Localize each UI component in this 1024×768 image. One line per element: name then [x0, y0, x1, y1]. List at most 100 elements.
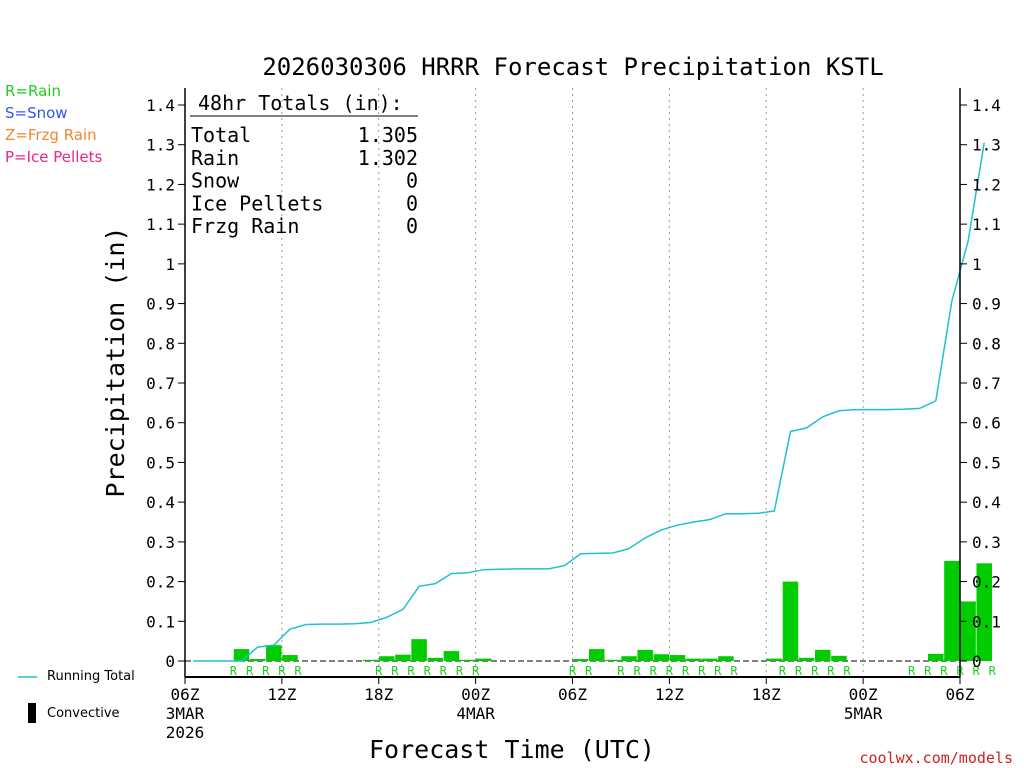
running-total-line — [193, 142, 985, 662]
precip-bar-37 — [782, 581, 799, 661]
y-tick-label-right-9: 0.9 — [972, 295, 1001, 314]
axes-group: 0 00.1 0.10.2 0.20.3 0.30.4 0.40.5 0.50.6 0.60.… — [146, 88, 1001, 742]
precip-bar-14 — [411, 639, 427, 661]
precip-type-49: R — [972, 664, 980, 678]
totals-label-2: Snow — [191, 169, 240, 193]
x-tick-label-3-1: 4MAR — [456, 704, 495, 723]
precip-type-13: R — [391, 664, 399, 678]
precip-bar-11 — [362, 659, 379, 661]
precip-bar-28 — [637, 649, 653, 661]
x-axis-label: Forecast Time (UTC) — [369, 735, 655, 764]
precip-bar-6 — [282, 655, 298, 661]
y-tick-label-left-9: 0.9 — [146, 295, 175, 314]
y-tick-label-right-13: 1.3 — [972, 136, 1001, 155]
y-tick-label-left-14: 1.4 — [146, 96, 175, 115]
precip-bar-5 — [266, 645, 282, 661]
precip-type-50: R — [989, 664, 997, 678]
precip-bar-18 — [475, 658, 492, 661]
legend-ice-pellets: P=Ice Pellets — [5, 148, 103, 166]
x-tick-label-3-0: 00Z — [461, 685, 490, 704]
x-tick-label-6-0: 18Z — [752, 685, 781, 704]
precip-type-18: R — [472, 664, 480, 678]
precip-bar-33 — [718, 656, 734, 661]
precip-bar-13 — [395, 654, 411, 661]
precip-type-34: R — [730, 664, 738, 678]
y-tick-label-right-8: 0.8 — [972, 334, 1001, 353]
precip-type-17: R — [456, 664, 464, 678]
totals-value-0: 1.305 — [358, 123, 418, 147]
convective-legend-label: Convective — [47, 706, 120, 721]
x-tick-label-1-0: 12Z — [267, 685, 296, 704]
precip-bar-31 — [685, 658, 702, 661]
precip-bar-24 — [572, 659, 589, 661]
precip-type-31: R — [682, 664, 690, 678]
y-tick-label-right-2: 0.2 — [972, 573, 1001, 592]
x-tick-label-7-1: 5MAR — [844, 704, 883, 723]
y-tick-label-left-7: 0.7 — [146, 374, 175, 393]
precip-bar-39 — [815, 649, 831, 661]
y-tick-label-right-10: 1 — [972, 255, 982, 274]
precip-type-24: R — [569, 664, 577, 678]
precip-bar-3 — [233, 649, 250, 661]
precip-bar-17 — [459, 659, 476, 661]
precip-type-27: R — [617, 664, 625, 678]
precip-bar-36 — [766, 658, 783, 661]
x-tick-label-5-0: 12Z — [655, 685, 684, 704]
precip-bar-47 — [944, 560, 960, 661]
x-tick-label-8-0: 06Z — [946, 685, 975, 704]
precip-bar-38 — [798, 657, 815, 661]
running-total-legend-label: Running Total — [47, 669, 135, 684]
totals-label-1: Rain — [191, 146, 239, 170]
precip-bar-4 — [249, 659, 266, 661]
precip-type-labels: RRRRRRRRRRRRRRRRRRRRRRRRRRRRRRRRR — [230, 664, 997, 678]
y-tick-label-left-5: 0.5 — [146, 453, 175, 472]
precip-bar-15 — [427, 657, 444, 661]
y-tick-label-right-4: 0.4 — [972, 493, 1001, 512]
totals-label-3: Ice Pellets — [191, 191, 323, 215]
precip-type-30: R — [666, 664, 674, 678]
precip-type-3: R — [230, 664, 238, 678]
totals-value-1: 1.302 — [358, 146, 418, 170]
chart-title: 2026030306 HRRR Forecast Precipitation K… — [262, 53, 883, 81]
y-tick-label-left-2: 0.2 — [146, 573, 175, 592]
convective-legend-swatch — [28, 703, 36, 723]
y-tick-label-left-11: 1.1 — [146, 215, 175, 234]
totals-box: 48hr Totals (in): Total 1.305 Rain 1.302 Snow… — [190, 91, 418, 238]
precip-type-legend: R=Rain S=Snow Z=Frzg Rain P=Ice Pellets — [5, 80, 102, 168]
y-tick-label-left-13: 1.3 — [146, 136, 175, 155]
totals-header: 48hr Totals (in): — [198, 91, 403, 115]
y-tick-label-right-3: 0.3 — [972, 533, 1001, 552]
precip-bar-29 — [653, 654, 670, 661]
precip-bar-40 — [831, 655, 847, 661]
precip-type-33: R — [714, 664, 722, 678]
precip-type-5: R — [262, 664, 270, 678]
y-tick-label-right-14: 1.4 — [972, 96, 1001, 115]
precip-type-7: R — [294, 664, 302, 678]
x-tick-label-0-2: 2026 — [166, 723, 205, 742]
running-total-group — [193, 142, 985, 662]
precip-bar-30 — [669, 655, 686, 661]
y-tick-label-right-6: 0.6 — [972, 414, 1001, 433]
y-tick-label-right-1: 0.1 — [972, 612, 1001, 631]
precip-bar-27 — [621, 656, 637, 661]
legend-snow: S=Snow — [5, 104, 68, 122]
precip-type-47: R — [940, 664, 948, 678]
precip-bar-48 — [960, 601, 976, 661]
precip-type-4: R — [246, 664, 254, 678]
precip-bar-46 — [928, 653, 944, 661]
precip-bar-25 — [588, 649, 605, 661]
precip-bar-49 — [976, 563, 992, 661]
y-tick-label-left-4: 0.4 — [146, 493, 175, 512]
x-tick-label-0-0: 06Z — [171, 685, 200, 704]
y-axis-label: Precipitation (in) — [101, 227, 130, 498]
y-tick-label-left-8: 0.8 — [146, 334, 175, 353]
precip-type-37: R — [779, 664, 787, 678]
precip-type-32: R — [698, 664, 706, 678]
x-tick-label-0-1: 3MAR — [166, 704, 205, 723]
precip-type-29: R — [650, 664, 658, 678]
y-tick-label-right-0: 0 — [972, 652, 982, 671]
precip-type-16: R — [440, 664, 448, 678]
precip-bar-32 — [701, 658, 718, 661]
precip-bar-12 — [379, 656, 395, 661]
